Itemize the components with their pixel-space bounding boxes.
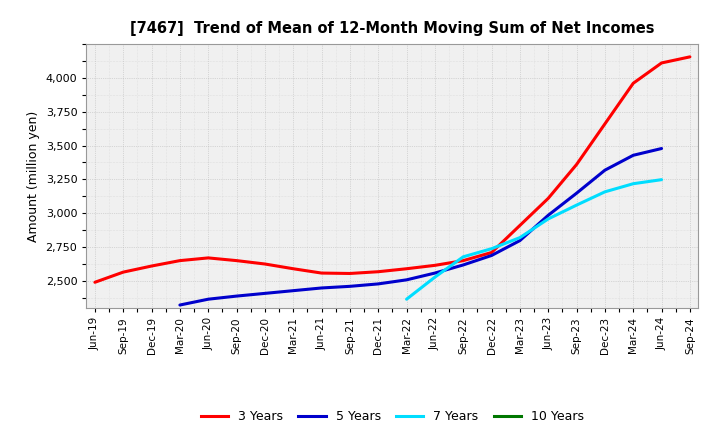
Line: 5 Years: 5 Years <box>180 149 662 305</box>
3 Years <box>261 261 269 267</box>
7 Years <box>516 235 524 240</box>
Line: 3 Years: 3 Years <box>95 57 690 282</box>
5 Years <box>459 262 467 268</box>
7 Years <box>431 275 439 280</box>
3 Years <box>318 271 326 276</box>
5 Years <box>346 284 354 289</box>
5 Years <box>487 253 496 258</box>
3 Years <box>600 121 609 127</box>
3 Years <box>148 264 156 269</box>
7 Years <box>544 216 552 222</box>
5 Years <box>374 281 382 286</box>
5 Years <box>572 191 581 196</box>
5 Years <box>289 288 297 293</box>
3 Years <box>516 223 524 228</box>
Legend: 3 Years, 5 Years, 7 Years, 10 Years: 3 Years, 5 Years, 7 Years, 10 Years <box>196 406 589 429</box>
Title: [7467]  Trend of Mean of 12-Month Moving Sum of Net Incomes: [7467] Trend of Mean of 12-Month Moving … <box>130 21 654 36</box>
3 Years <box>346 271 354 276</box>
5 Years <box>431 271 439 276</box>
3 Years <box>657 60 666 66</box>
3 Years <box>402 266 411 271</box>
7 Years <box>600 189 609 194</box>
5 Years <box>657 146 666 151</box>
Line: 7 Years: 7 Years <box>407 180 662 299</box>
3 Years <box>119 269 127 275</box>
3 Years <box>544 196 552 201</box>
3 Years <box>233 258 241 263</box>
7 Years <box>629 181 637 187</box>
3 Years <box>629 81 637 86</box>
3 Years <box>204 255 212 260</box>
5 Years <box>516 238 524 243</box>
3 Years <box>685 54 694 59</box>
7 Years <box>402 297 411 302</box>
7 Years <box>657 177 666 182</box>
5 Years <box>233 293 241 299</box>
3 Years <box>459 258 467 263</box>
5 Years <box>600 168 609 173</box>
5 Years <box>261 291 269 296</box>
5 Years <box>204 297 212 302</box>
5 Years <box>629 153 637 158</box>
3 Years <box>289 266 297 271</box>
3 Years <box>374 269 382 275</box>
5 Years <box>544 213 552 218</box>
7 Years <box>572 202 581 208</box>
3 Years <box>431 263 439 268</box>
3 Years <box>487 250 496 255</box>
7 Years <box>459 254 467 260</box>
3 Years <box>572 162 581 167</box>
Y-axis label: Amount (million yen): Amount (million yen) <box>27 110 40 242</box>
3 Years <box>176 258 184 263</box>
5 Years <box>318 285 326 290</box>
5 Years <box>402 277 411 282</box>
7 Years <box>487 246 496 251</box>
3 Years <box>91 280 99 285</box>
5 Years <box>176 302 184 308</box>
